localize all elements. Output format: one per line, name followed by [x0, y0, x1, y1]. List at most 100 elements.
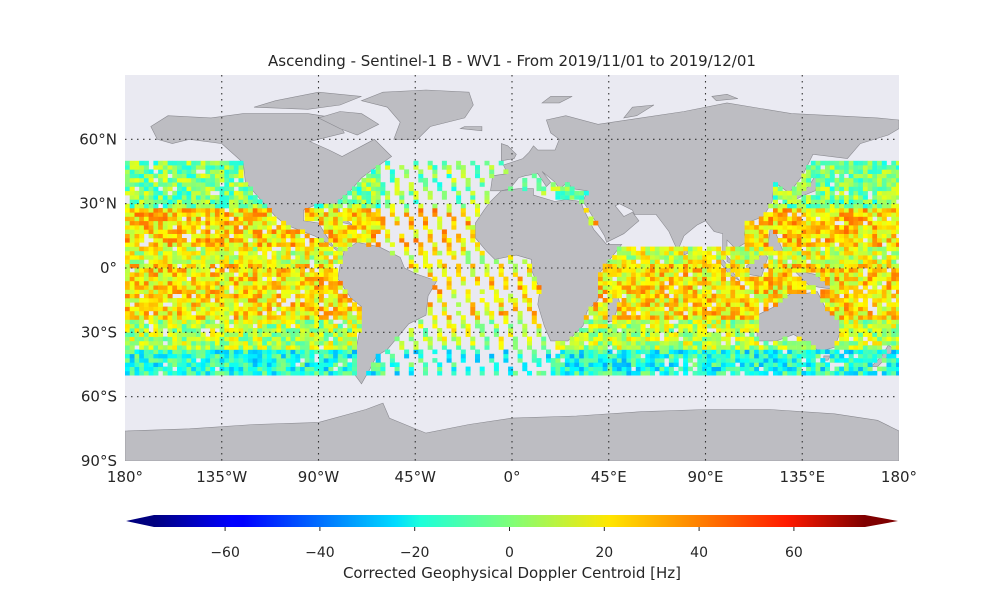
- data-cell: [366, 220, 372, 226]
- data-cell: [659, 285, 665, 290]
- data-cell: [640, 323, 646, 329]
- data-cell: [191, 238, 197, 243]
- data-cell: [546, 349, 551, 355]
- data-cell: [839, 272, 845, 277]
- data-cell: [654, 263, 660, 269]
- data-cell: [233, 160, 239, 166]
- data-cell: [233, 173, 239, 179]
- data-cell: [342, 242, 348, 247]
- data-cell: [323, 203, 329, 209]
- data-cell: [702, 366, 708, 372]
- data-cell: [328, 302, 334, 307]
- data-cell: [423, 182, 428, 187]
- data-cell: [323, 212, 329, 217]
- data-cell: [815, 186, 821, 192]
- data-cell: [238, 229, 244, 234]
- data-cell: [304, 233, 310, 239]
- data-cell: [659, 353, 665, 359]
- data-cell: [763, 370, 769, 376]
- data-cell: [640, 250, 646, 256]
- data-cell: [266, 285, 272, 290]
- data-cell: [318, 353, 324, 359]
- data-cell: [820, 199, 826, 204]
- data-cell: [522, 182, 528, 187]
- data-cell: [891, 246, 897, 252]
- data-cell: [451, 332, 457, 337]
- data-cell: [621, 280, 627, 286]
- data-cell: [404, 349, 410, 355]
- data-cell: [366, 195, 372, 200]
- data-cell: [730, 280, 736, 286]
- data-cell: [692, 310, 698, 316]
- data-cell: [844, 233, 849, 239]
- data-cell: [214, 225, 220, 230]
- data-cell: [134, 212, 140, 217]
- data-cell: [295, 233, 301, 239]
- data-cell: [177, 182, 182, 187]
- data-cell: [829, 370, 835, 376]
- data-cell: [238, 332, 244, 337]
- data-cell: [177, 353, 182, 359]
- data-cell: [441, 165, 447, 170]
- data-cell: [186, 362, 192, 367]
- data-cell: [758, 250, 764, 256]
- data-cell: [205, 358, 211, 363]
- data-cell: [721, 306, 726, 312]
- data-cell: [862, 310, 868, 316]
- data-cell: [186, 246, 192, 252]
- data-cell: [304, 315, 310, 320]
- data-cell: [787, 229, 793, 234]
- colorbar-tick-label: 60: [785, 545, 803, 561]
- data-cell: [224, 263, 230, 269]
- data-cell: [645, 336, 651, 342]
- data-cell: [872, 246, 878, 252]
- data-cell: [229, 366, 235, 372]
- data-cell: [891, 220, 897, 226]
- data-cell: [181, 366, 187, 372]
- data-cell: [177, 280, 182, 286]
- data-cell: [323, 220, 329, 226]
- data-cell: [252, 259, 258, 264]
- data-cell: [229, 173, 235, 179]
- data-cell: [820, 208, 826, 213]
- data-cell: [683, 366, 689, 372]
- data-cell: [333, 276, 339, 282]
- data-cell: [678, 332, 684, 337]
- data-cell: [768, 216, 774, 222]
- data-cell: [219, 268, 225, 273]
- data-cell: [659, 246, 665, 252]
- data-cell: [139, 229, 145, 234]
- data-cell: [276, 358, 282, 363]
- data-cell: [668, 353, 674, 359]
- data-cell: [243, 280, 249, 286]
- data-cell: [493, 323, 499, 329]
- data-cell: [721, 336, 726, 342]
- data-cell: [266, 280, 272, 286]
- data-cell: [328, 280, 334, 286]
- data-cell: [432, 250, 438, 256]
- data-cell: [635, 255, 641, 260]
- data-cell: [167, 268, 173, 273]
- data-cell: [328, 276, 334, 282]
- data-cell: [257, 349, 263, 355]
- data-cell: [191, 182, 197, 187]
- data-cell: [527, 370, 532, 376]
- data-cell: [829, 233, 835, 239]
- data-cell: [134, 246, 140, 252]
- data-cell: [782, 362, 788, 367]
- data-cell: [200, 315, 206, 320]
- data-cell: [262, 362, 268, 367]
- data-cell: [281, 328, 287, 333]
- data-cell: [735, 250, 741, 256]
- data-cell: [668, 336, 674, 342]
- data-cell: [333, 250, 339, 256]
- data-cell: [333, 293, 339, 299]
- data-cell: [744, 358, 750, 363]
- data-cell: [385, 195, 391, 200]
- data-cell: [777, 298, 783, 303]
- data-cell: [862, 195, 868, 200]
- data-cell: [616, 336, 622, 342]
- data-cell: [125, 289, 130, 294]
- data-cell: [758, 242, 764, 247]
- data-cell: [210, 280, 216, 286]
